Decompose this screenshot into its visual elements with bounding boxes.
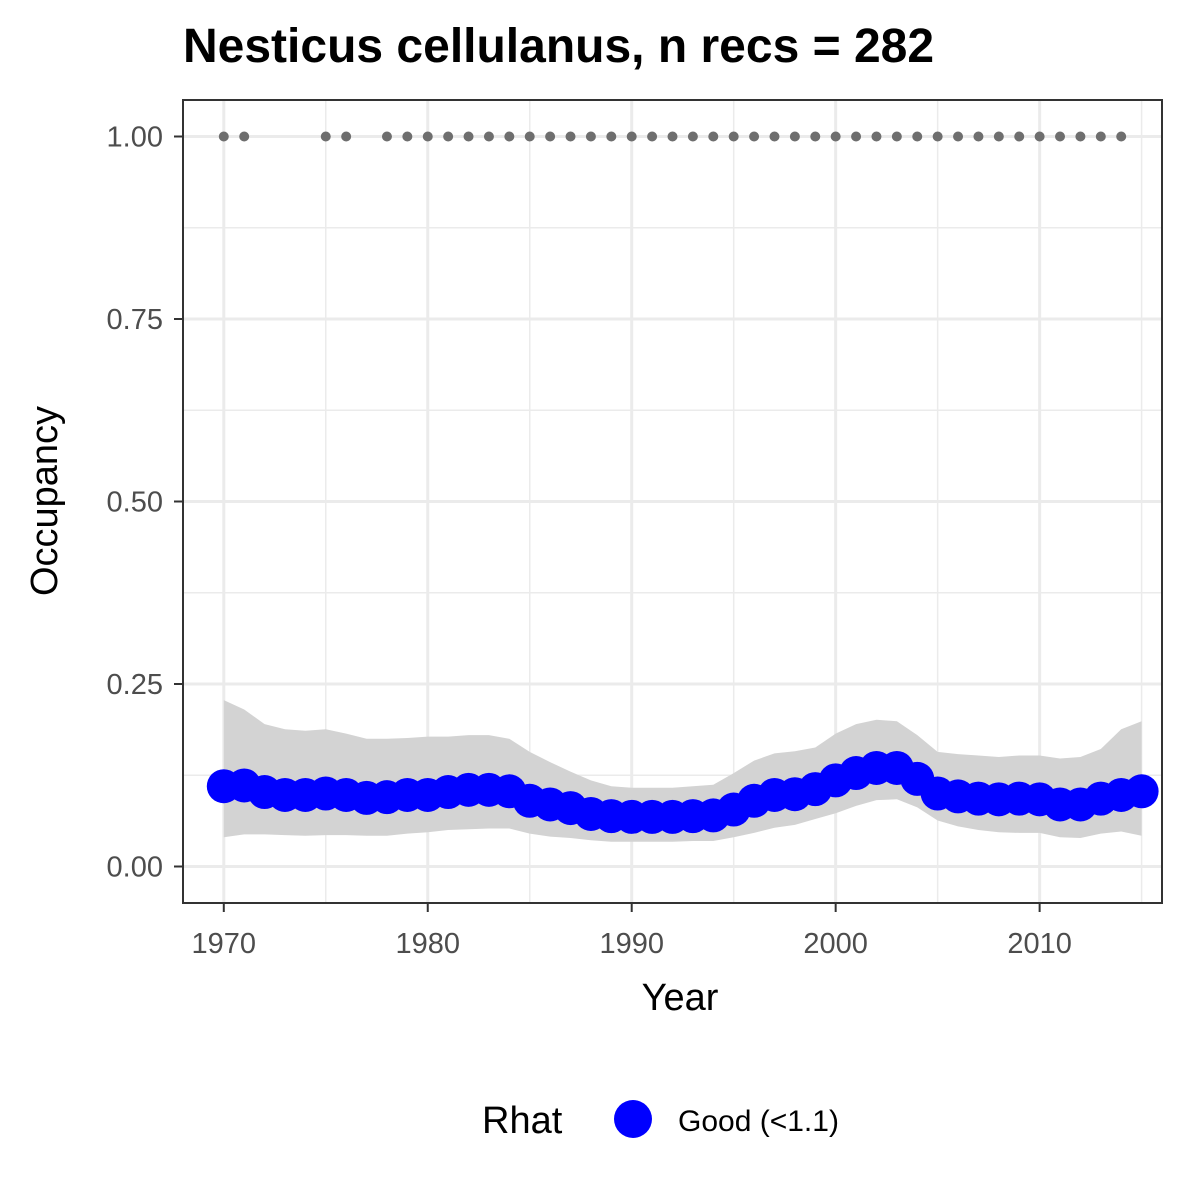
record-point [830,131,841,142]
record-point [667,131,678,142]
record-point [789,131,800,142]
record-point [1095,131,1106,142]
record-point [565,131,576,142]
record-point [422,131,433,142]
record-point [381,131,392,142]
record-point [973,131,984,142]
record-point [708,131,719,142]
record-point [769,131,780,142]
record-point [1034,131,1045,142]
record-point [545,131,556,142]
record-point [1014,131,1025,142]
record-point [524,131,535,142]
record-point [606,131,617,142]
legend-title: Rhat [482,1100,563,1142]
record-point [749,131,760,142]
record-point [1055,131,1066,142]
y-axis-title: Occupancy [24,406,66,596]
record-point [483,131,494,142]
record-point [239,131,250,142]
y-tick-label: 1.00 [107,122,163,154]
legend-label-good: Good (<1.1) [678,1105,839,1138]
record-point [932,131,943,142]
record-point [871,131,882,142]
record-point [891,131,902,142]
record-point [728,131,739,142]
record-point [341,131,352,142]
record-point [402,131,413,142]
record-point [585,131,596,142]
x-tick-label: 2000 [803,928,868,960]
record-point [1075,131,1086,142]
record-point [218,131,229,142]
occupancy-point [1124,774,1159,809]
record-point [504,131,515,142]
record-point [810,131,821,142]
y-tick-label: 0.25 [107,669,163,701]
record-point [463,131,474,142]
record-point [687,131,698,142]
legend-key-good [614,1100,652,1138]
x-tick-label: 1990 [599,928,664,960]
record-point [993,131,1004,142]
x-tick-label: 1970 [192,928,257,960]
record-point [851,131,862,142]
legend: Rhat Good (<1.1) [482,1100,839,1142]
x-tick-label: 2010 [1007,928,1072,960]
plot-panel: 1970 1980 1990 2000 2010 0.00 0.25 0.50 0.75 1.00 [107,99,1163,960]
y-tick-label: 0.75 [107,304,163,336]
y-tick-label: 0.50 [107,487,163,519]
chart-title: Nesticus cellulanus, n recs = 282 [183,20,934,73]
record-point [1116,131,1127,142]
record-point [320,131,331,142]
x-tick-label: 1980 [395,928,460,960]
x-axis-title: Year [642,977,719,1019]
record-point [953,131,964,142]
record-point [626,131,637,142]
y-tick-label: 0.00 [107,852,163,884]
record-point [912,131,923,142]
record-point [647,131,658,142]
record-point [443,131,454,142]
